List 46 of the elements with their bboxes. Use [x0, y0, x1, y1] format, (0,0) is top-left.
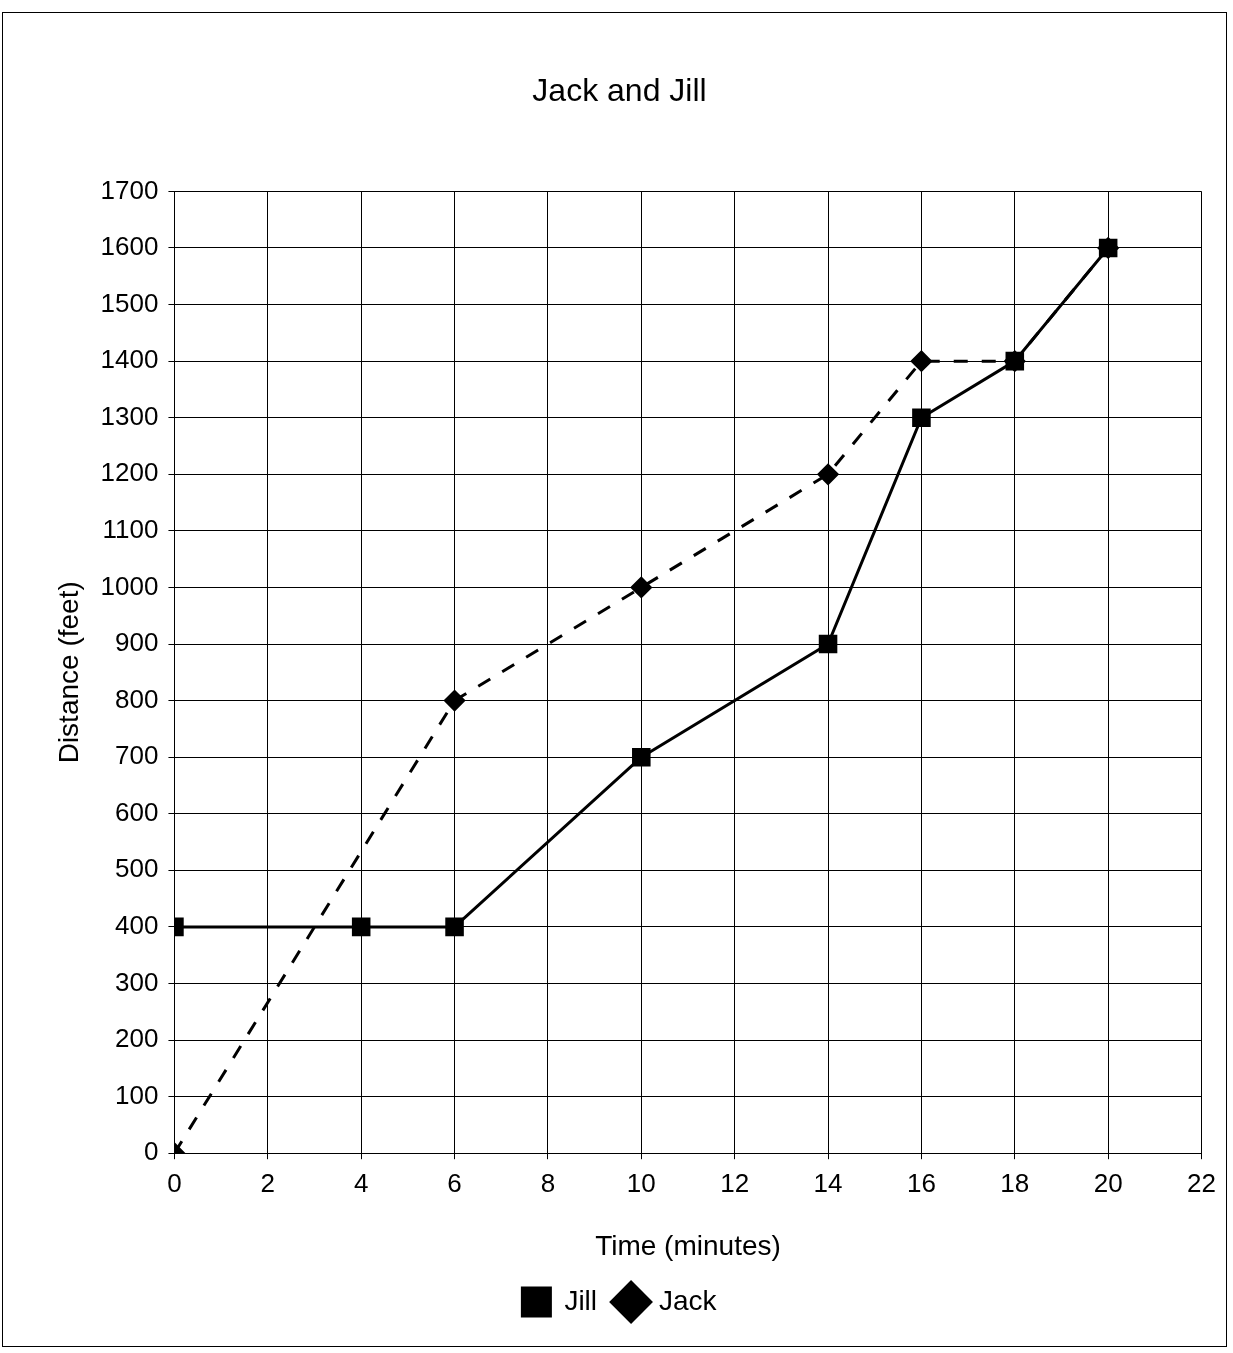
- y-tick-label: 1300: [100, 400, 159, 431]
- legend-label: Jack: [659, 1284, 718, 1316]
- point: [632, 747, 651, 767]
- x-tick-label: 10: [626, 1167, 656, 1198]
- point: [1005, 351, 1025, 371]
- x-tick-label: 0: [167, 1167, 182, 1198]
- point: [444, 690, 466, 712]
- point: [445, 917, 464, 937]
- x-tick-label: 12: [720, 1167, 750, 1198]
- y-tick-label: 1200: [100, 457, 159, 488]
- x-tick-label: 2: [260, 1167, 276, 1198]
- y-tick-label: 400: [115, 910, 159, 941]
- point: [630, 576, 652, 598]
- x-tick-label: 4: [353, 1167, 369, 1198]
- x-tick-label: 22: [1187, 1167, 1216, 1198]
- point: [351, 917, 371, 937]
- y-tick-label: 1700: [100, 174, 159, 205]
- y-tick-label: 800: [115, 683, 159, 714]
- point: [912, 408, 931, 427]
- chart-title: Jack and Jill: [532, 72, 707, 109]
- x-tick-label: 14: [813, 1167, 843, 1198]
- y-tick-label: 1500: [100, 287, 159, 318]
- y-tick-label: 500: [115, 853, 159, 884]
- legend-label: Jill: [564, 1284, 598, 1316]
- y-axis-title: Distance (feet): [52, 581, 84, 764]
- y-tick-label: 1400: [100, 344, 159, 375]
- y-tick-label: 0: [143, 1136, 159, 1167]
- y-tick-label: 1100: [102, 514, 159, 545]
- x-tick-label: 6: [447, 1167, 462, 1198]
- x-tick-label: 16: [906, 1167, 936, 1198]
- point: [817, 463, 839, 485]
- y-tick-label: 600: [115, 796, 159, 827]
- y-tick-label: 900: [115, 627, 159, 658]
- x-tick-label: 20: [1093, 1167, 1123, 1198]
- x-axis-title: Time (minutes): [595, 1229, 781, 1261]
- y-tick-label: 700: [115, 740, 159, 771]
- point: [910, 350, 932, 372]
- x-tick-label: 18: [1000, 1167, 1030, 1198]
- point: [1098, 238, 1118, 258]
- y-tick-label: 300: [115, 966, 159, 997]
- y-tick-label: 1000: [100, 570, 159, 601]
- x-tick-label: 8: [540, 1167, 556, 1198]
- y-tick-label: 1600: [100, 231, 159, 262]
- y-tick-label: 200: [115, 1023, 159, 1054]
- y-tick-label: 100: [115, 1079, 159, 1110]
- point: [818, 634, 838, 654]
